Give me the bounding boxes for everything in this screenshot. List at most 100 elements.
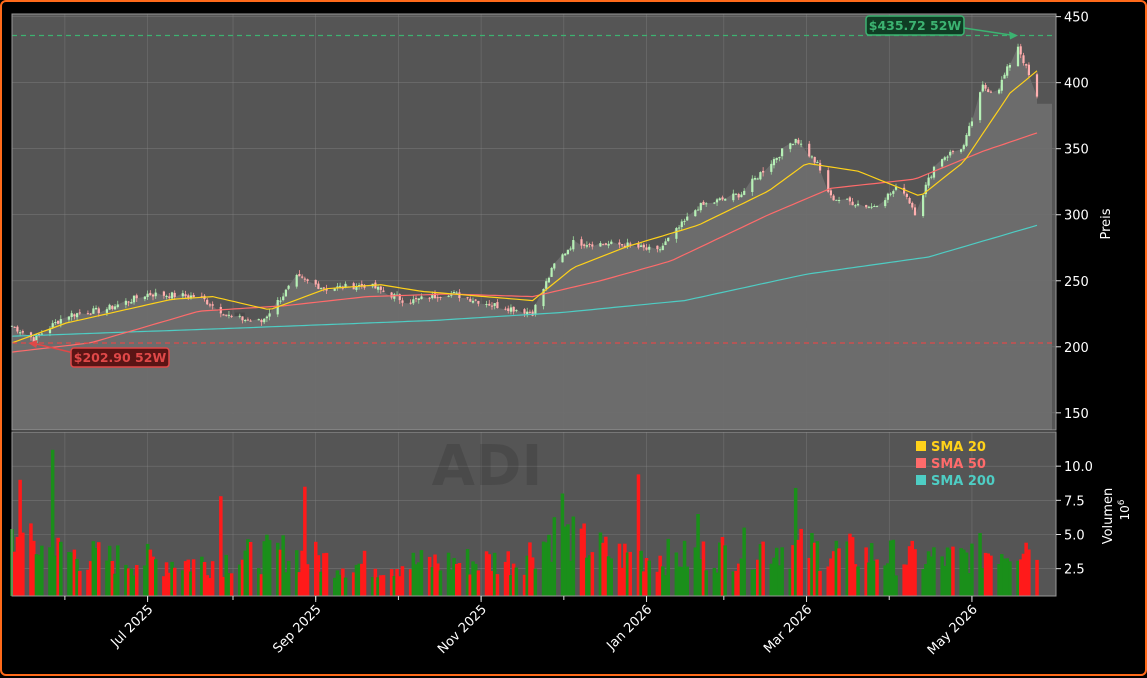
candle-body bbox=[358, 285, 361, 286]
price-area bbox=[12, 46, 1052, 430]
volume-bar bbox=[682, 540, 687, 596]
volume-bar bbox=[457, 563, 462, 596]
volume-bar bbox=[436, 563, 440, 596]
volume-bar bbox=[869, 543, 874, 596]
volume-bar bbox=[135, 565, 139, 596]
volume-bar bbox=[395, 569, 399, 596]
price-panel-border bbox=[11, 13, 1057, 431]
volume-bar bbox=[704, 570, 708, 596]
volume-bar bbox=[265, 534, 269, 596]
candle-body bbox=[572, 240, 575, 250]
price-tick-label: 150 bbox=[1064, 407, 1089, 422]
volume-bar bbox=[970, 543, 974, 596]
volume-bar bbox=[373, 568, 378, 596]
volume-bar bbox=[398, 576, 402, 596]
candle-body bbox=[244, 320, 247, 321]
price-tick-label: 450 bbox=[1064, 11, 1089, 26]
sma200-line bbox=[11, 224, 1038, 337]
candle-body bbox=[111, 305, 114, 309]
high-annotation-label: $435.72 52W bbox=[869, 18, 962, 33]
candle-body bbox=[401, 300, 404, 303]
volume-bar bbox=[495, 574, 500, 596]
candle-body bbox=[260, 319, 263, 323]
volume-bar bbox=[883, 565, 887, 596]
candle-body bbox=[412, 299, 415, 304]
volume-bar bbox=[924, 564, 928, 596]
price-tick-label: 300 bbox=[1064, 209, 1089, 224]
volume-bar bbox=[533, 568, 538, 596]
volume-bar bbox=[587, 555, 592, 596]
volume-bar bbox=[921, 569, 925, 596]
candle-body bbox=[531, 311, 534, 316]
x-tick-label: Sep 2025 bbox=[270, 602, 324, 656]
candle-body bbox=[832, 195, 835, 201]
candle-body bbox=[95, 307, 98, 310]
volume-bar bbox=[148, 549, 153, 596]
volume-bar bbox=[408, 569, 413, 596]
candle-body bbox=[320, 287, 323, 289]
volume-bar bbox=[796, 539, 801, 596]
candle-body bbox=[143, 296, 146, 300]
volume-bar bbox=[780, 547, 784, 596]
volume-bar bbox=[788, 568, 792, 596]
candle-body bbox=[168, 296, 171, 298]
volume-bar bbox=[297, 572, 302, 596]
candle-body bbox=[493, 303, 496, 306]
candle-body bbox=[206, 299, 209, 305]
volume-bar bbox=[267, 540, 272, 596]
volume-bar bbox=[940, 556, 944, 596]
candle-body bbox=[265, 316, 268, 319]
candle-body bbox=[512, 306, 515, 312]
candle-body bbox=[57, 320, 60, 324]
high-annotation-arrowhead bbox=[1009, 31, 1019, 40]
candle-body bbox=[667, 237, 670, 241]
volume-bar bbox=[964, 552, 969, 596]
volume-bar bbox=[547, 534, 551, 596]
candle-body bbox=[333, 288, 336, 291]
candle-body bbox=[629, 243, 632, 245]
volume-bar bbox=[154, 559, 158, 596]
volume-bar bbox=[15, 536, 20, 596]
volume-bar bbox=[248, 542, 253, 596]
candle-body bbox=[854, 205, 857, 207]
candle-body bbox=[816, 161, 819, 163]
volume-bar bbox=[560, 493, 565, 596]
volume-bar bbox=[756, 559, 760, 596]
volume-bar bbox=[324, 552, 329, 596]
candle-body bbox=[583, 244, 586, 246]
volume-bar bbox=[872, 561, 877, 596]
volume-bar bbox=[948, 549, 952, 596]
volume-bar bbox=[888, 540, 893, 596]
legend-label: SMA 20 bbox=[931, 440, 986, 455]
candle-body bbox=[447, 295, 450, 297]
candle-body bbox=[675, 228, 678, 239]
candle-body bbox=[580, 239, 583, 246]
candle-body bbox=[466, 297, 469, 299]
volume-bar bbox=[246, 539, 250, 596]
volume-bar bbox=[91, 541, 96, 596]
volume-bar bbox=[812, 542, 817, 596]
volume-bar bbox=[506, 551, 510, 596]
volume-bar bbox=[1024, 542, 1028, 596]
candle-body bbox=[808, 143, 811, 157]
volume-bar bbox=[867, 562, 871, 596]
candle-body bbox=[149, 292, 152, 296]
candle-body bbox=[851, 201, 854, 206]
candle-body bbox=[515, 309, 518, 311]
volume-bar bbox=[1002, 558, 1007, 596]
volume-bar bbox=[815, 541, 820, 596]
candle-body bbox=[474, 299, 477, 301]
volume-bar bbox=[474, 563, 478, 596]
candle-body bbox=[697, 209, 700, 211]
volume-bar bbox=[75, 558, 79, 596]
candle-body bbox=[737, 194, 740, 198]
volume-bar bbox=[221, 576, 226, 596]
volume-bar bbox=[13, 551, 17, 596]
candle-body bbox=[903, 187, 906, 194]
volume-bar bbox=[943, 565, 947, 596]
legend-label: SMA 200 bbox=[931, 474, 995, 489]
volume-bar bbox=[1019, 559, 1023, 596]
volume-bar bbox=[810, 533, 814, 596]
candle-body bbox=[431, 294, 434, 299]
volume-bar bbox=[981, 568, 985, 596]
